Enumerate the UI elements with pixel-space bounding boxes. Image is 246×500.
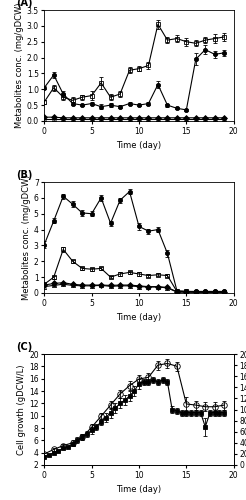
Text: (C): (C) bbox=[16, 342, 32, 352]
Text: (B): (B) bbox=[16, 170, 32, 180]
X-axis label: Time (day): Time (day) bbox=[116, 313, 162, 322]
X-axis label: Time (day): Time (day) bbox=[116, 141, 162, 150]
Y-axis label: Metabolites conc. (mg/gDCW): Metabolites conc. (mg/gDCW) bbox=[22, 175, 31, 300]
X-axis label: Time (day): Time (day) bbox=[116, 485, 162, 494]
Y-axis label: Cell growth (gDCW/L): Cell growth (gDCW/L) bbox=[17, 364, 26, 455]
Text: (A): (A) bbox=[16, 0, 32, 8]
Y-axis label: Metabolites conc. (mg/gDCW): Metabolites conc. (mg/gDCW) bbox=[15, 2, 24, 128]
